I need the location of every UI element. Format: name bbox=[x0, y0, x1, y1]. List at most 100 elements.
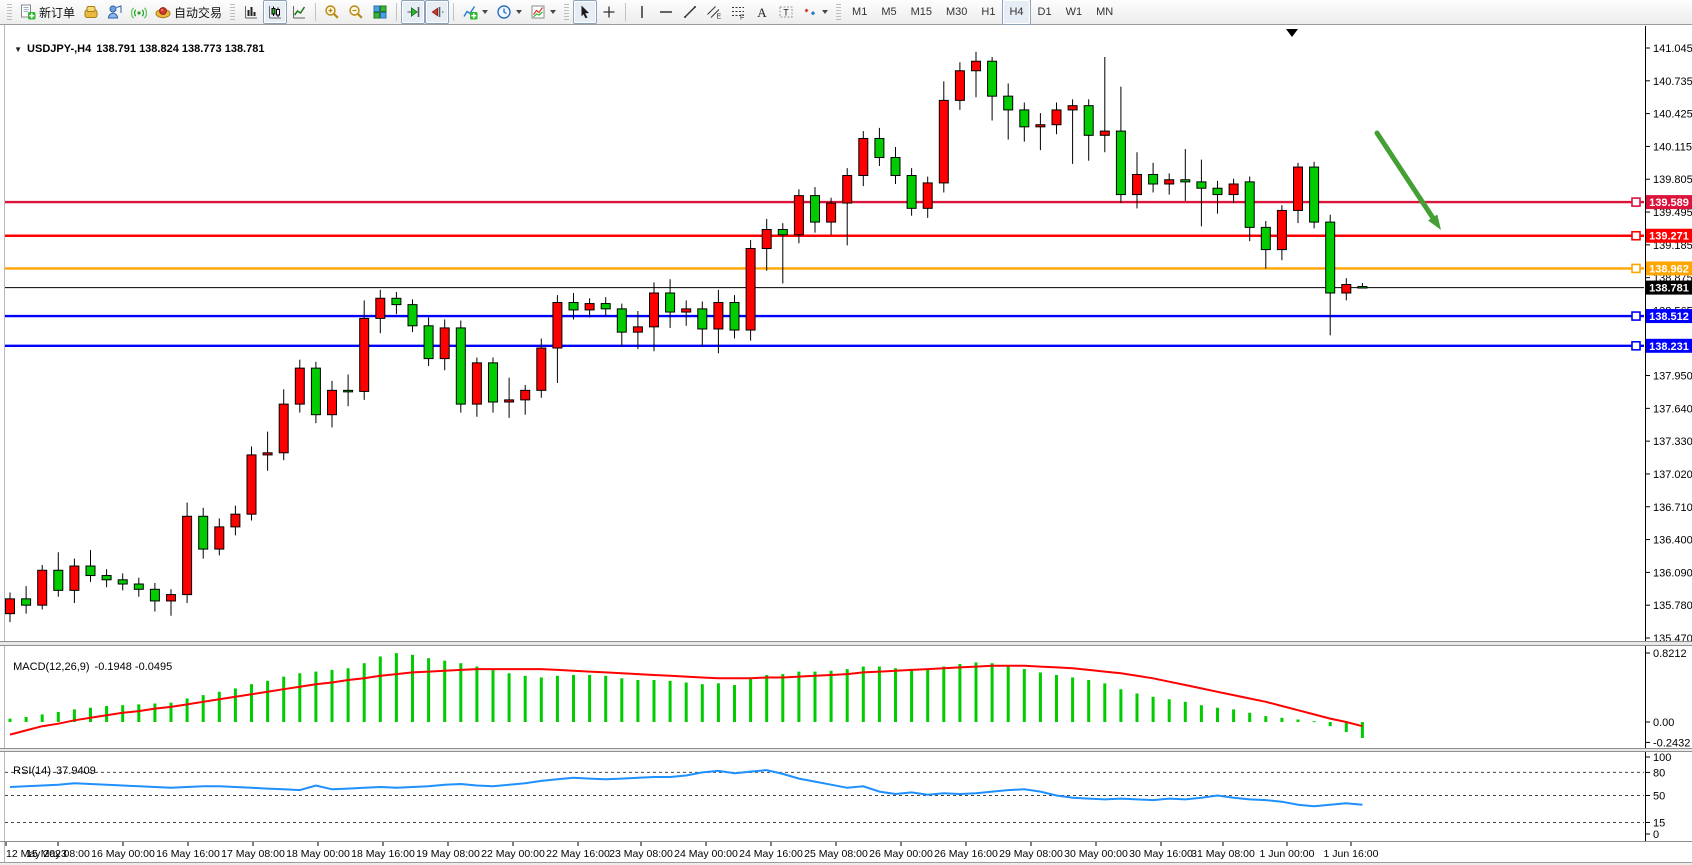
zoom-in-button[interactable] bbox=[320, 0, 344, 24]
timeframe-w1-button[interactable]: W1 bbox=[1065, 6, 1083, 18]
candlestick-chart-button[interactable] bbox=[263, 0, 288, 24]
channel-button[interactable]: E bbox=[702, 0, 726, 24]
trend-arrow-annotation[interactable] bbox=[1374, 130, 1441, 230]
new-order-button[interactable]: 新订单 bbox=[16, 0, 79, 24]
auto-scroll-button[interactable] bbox=[401, 0, 426, 24]
horizontal-line-icon bbox=[660, 11, 673, 13]
market-button[interactable] bbox=[79, 0, 103, 24]
price-axis[interactable]: 141.045 140.735 140.425 140.115 139.805 139.4… bbox=[1631, 26, 1692, 841]
svg-text:139.805: 139.805 bbox=[1653, 174, 1692, 186]
svg-text:-0.2432: -0.2432 bbox=[1653, 737, 1690, 749]
clock-icon bbox=[497, 5, 511, 19]
timeframe-h4-button[interactable]: H4 bbox=[1002, 0, 1031, 25]
text-icon: A bbox=[757, 5, 767, 20]
svg-text:25 May 08:00: 25 May 08:00 bbox=[804, 848, 868, 860]
candles bbox=[5, 51, 1368, 623]
svg-text:22 May 00:00: 22 May 00:00 bbox=[481, 848, 545, 860]
bar-chart-button[interactable] bbox=[239, 0, 263, 24]
fibonacci-icon: F bbox=[732, 7, 744, 20]
label-button[interactable]: T bbox=[774, 0, 798, 24]
svg-text:140.735: 140.735 bbox=[1653, 76, 1692, 88]
line-chart-button[interactable] bbox=[287, 0, 311, 24]
timeframe-m5-button[interactable]: M5 bbox=[881, 6, 897, 18]
svg-text:80: 80 bbox=[1653, 767, 1665, 779]
candle-body bbox=[890, 157, 901, 177]
candle-body bbox=[632, 326, 643, 333]
timeframe-h1-button[interactable]: H1 bbox=[981, 6, 996, 18]
periods-button[interactable] bbox=[492, 0, 526, 24]
one-click-expand-arrow[interactable]: ▼ bbox=[14, 45, 23, 54]
fibonacci-button[interactable]: F bbox=[726, 0, 750, 24]
candle-body bbox=[713, 302, 724, 330]
timeframe-m30-button[interactable]: M30 bbox=[946, 6, 968, 18]
candle-body bbox=[1083, 105, 1094, 136]
svg-text:138.781: 138.781 bbox=[1649, 283, 1689, 295]
candle-body bbox=[343, 389, 354, 393]
macd-histogram bbox=[8, 653, 1364, 738]
vertical-line-button[interactable] bbox=[630, 0, 654, 24]
chart-shift-icon bbox=[431, 7, 444, 17]
auto-trading-button[interactable]: 自动交易 bbox=[151, 0, 226, 24]
rsi-name-label: RSI(14) bbox=[13, 765, 52, 777]
chart-shift-button[interactable] bbox=[425, 0, 450, 24]
tile-windows-button[interactable] bbox=[368, 0, 392, 24]
main-toolbar: 新订单 自动交易 E F A T M1 M5 M15 M30 H1 H4 D1 W1 MN bbox=[0, 0, 1692, 25]
level-handle[interactable] bbox=[1631, 230, 1641, 241]
chart-title: ▼ USDJPY-,H4 138.791 138.824 138.773 138.7… bbox=[8, 31, 264, 55]
candle-body bbox=[842, 175, 853, 204]
candle-body bbox=[423, 325, 434, 360]
timeframe-mn-button[interactable]: MN bbox=[1096, 6, 1114, 18]
timeframe-m15-button[interactable]: M15 bbox=[910, 6, 932, 18]
timeframe-d1-button[interactable]: D1 bbox=[1037, 6, 1052, 18]
trendline-button[interactable] bbox=[678, 0, 702, 24]
chart-shift-marker[interactable] bbox=[1286, 29, 1298, 37]
candle-body bbox=[1132, 173, 1142, 196]
tile-windows-icon bbox=[373, 5, 387, 19]
svg-text:139.271: 139.271 bbox=[1649, 231, 1689, 243]
level-price-tag bbox=[1646, 195, 1692, 210]
level-handle[interactable] bbox=[1631, 263, 1641, 274]
candle-body bbox=[278, 403, 289, 454]
candle-body bbox=[488, 362, 498, 403]
signals-button[interactable] bbox=[127, 0, 151, 24]
svg-text:137.020: 137.020 bbox=[1653, 469, 1692, 481]
level-handle[interactable] bbox=[1631, 197, 1641, 207]
candle-body bbox=[1164, 179, 1175, 185]
profile-button[interactable] bbox=[103, 0, 127, 24]
auto-trading-button-label: 自动交易 bbox=[174, 5, 223, 20]
svg-text:137.640: 137.640 bbox=[1653, 403, 1692, 415]
indicators-button[interactable] bbox=[458, 0, 492, 24]
candle-body bbox=[310, 367, 321, 416]
zoom-out-button[interactable] bbox=[344, 0, 368, 24]
text-button[interactable]: A bbox=[750, 0, 774, 24]
svg-text:31 May 08:00: 31 May 08:00 bbox=[1191, 848, 1255, 860]
svg-text:139.495: 139.495 bbox=[1653, 207, 1692, 219]
candle-body bbox=[745, 248, 756, 331]
svg-text:16 May 16:00: 16 May 16:00 bbox=[156, 848, 220, 860]
rsi-value-label: 37.9409 bbox=[56, 765, 96, 777]
crosshair-icon bbox=[603, 6, 615, 18]
candle-body bbox=[294, 367, 305, 405]
timeframe-m1-button[interactable]: M1 bbox=[852, 6, 868, 18]
zoom-out-icon bbox=[349, 5, 363, 19]
svg-text:30 May 16:00: 30 May 16:00 bbox=[1129, 848, 1193, 860]
svg-text:0.8212: 0.8212 bbox=[1653, 648, 1687, 660]
candle-body bbox=[858, 137, 869, 177]
svg-text:100: 100 bbox=[1653, 752, 1671, 764]
svg-text:137.330: 137.330 bbox=[1653, 436, 1692, 448]
horizontal-line-button[interactable] bbox=[654, 0, 678, 24]
cursor-button[interactable] bbox=[573, 0, 598, 24]
candle-body bbox=[149, 588, 160, 602]
arrows-button[interactable] bbox=[798, 0, 832, 24]
templates-button[interactable] bbox=[526, 0, 560, 24]
level-handle[interactable] bbox=[1631, 340, 1641, 351]
candle-body bbox=[1019, 109, 1030, 128]
candle-body bbox=[21, 598, 32, 606]
dropdown-caret-icon bbox=[822, 10, 829, 14]
level-handle[interactable] bbox=[1631, 311, 1641, 321]
current-price-tag bbox=[1646, 280, 1692, 295]
candle-body bbox=[101, 575, 112, 581]
candle-body bbox=[1051, 109, 1062, 126]
crosshair-button[interactable] bbox=[597, 0, 621, 24]
